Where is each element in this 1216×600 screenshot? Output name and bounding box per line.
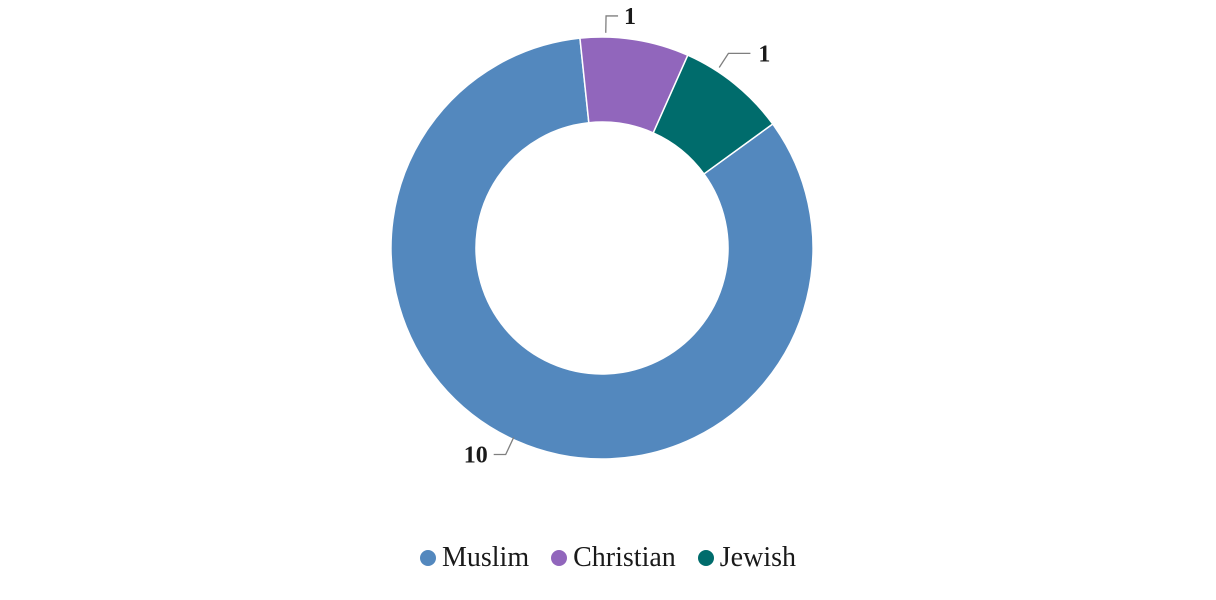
leader-line-christian [605,15,619,33]
leader-line-muslim [493,437,515,456]
legend-item-christian: Christian [551,544,676,572]
data-label-muslim: 10 [464,443,488,469]
legend-marker-muslim [419,550,436,566]
legend-item-jewish: Jewish [697,542,797,573]
data-label-jewish: 1 [758,41,770,67]
legend-marker-jewish [697,550,714,566]
chart-legend: Muslim Christian Jewish [0,538,1216,578]
leader-line-jewish [718,52,751,68]
data-label-christian: 1 [624,4,636,30]
legend-marker-christian [551,550,568,566]
slice-jewish [652,54,774,175]
slice-muslim [390,37,814,460]
donut-slices [390,36,814,460]
legend-label-jewish: Jewish [719,542,797,573]
data-labels: 10 1 1 [464,4,771,469]
legend-item-muslim: Muslim [419,542,530,573]
legend-label-christian: Christian [573,542,676,573]
legend-label-muslim: Muslim [441,542,530,573]
